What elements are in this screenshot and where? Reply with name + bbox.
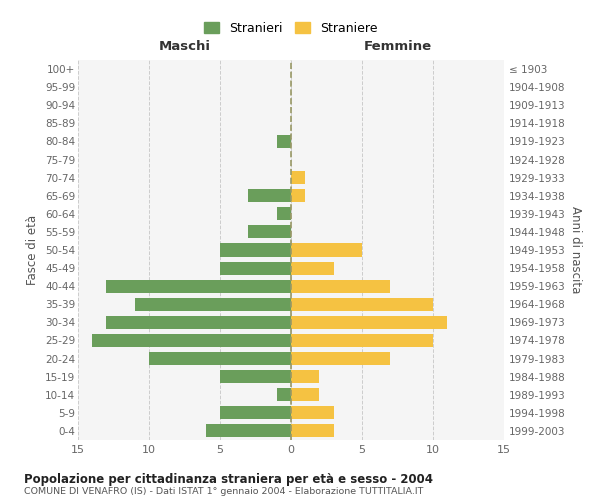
Bar — [291, 334, 433, 347]
Bar — [106, 316, 291, 329]
Bar — [291, 370, 319, 383]
Legend: Stranieri, Straniere: Stranieri, Straniere — [199, 17, 383, 40]
Bar — [291, 298, 433, 311]
Bar — [92, 334, 291, 347]
Y-axis label: Anni di nascita: Anni di nascita — [569, 206, 582, 294]
Bar — [277, 208, 291, 220]
Bar — [206, 424, 291, 438]
Bar — [291, 316, 447, 329]
Bar — [220, 244, 291, 256]
Bar — [291, 406, 334, 420]
Bar — [291, 189, 305, 202]
Bar — [291, 262, 334, 274]
Y-axis label: Fasce di età: Fasce di età — [26, 215, 40, 285]
Bar — [220, 262, 291, 274]
Text: Maschi: Maschi — [158, 40, 211, 53]
Text: COMUNE DI VENAFRO (IS) - Dati ISTAT 1° gennaio 2004 - Elaborazione TUTTITALIA.IT: COMUNE DI VENAFRO (IS) - Dati ISTAT 1° g… — [24, 488, 424, 496]
Bar — [106, 280, 291, 292]
Bar — [248, 226, 291, 238]
Text: Popolazione per cittadinanza straniera per età e sesso - 2004: Popolazione per cittadinanza straniera p… — [24, 472, 433, 486]
Bar — [277, 388, 291, 402]
Bar — [135, 298, 291, 311]
Bar — [291, 244, 362, 256]
Bar — [149, 352, 291, 365]
Bar — [248, 189, 291, 202]
Bar — [291, 171, 305, 184]
Bar — [220, 370, 291, 383]
Bar — [220, 406, 291, 420]
Bar — [291, 388, 319, 402]
Bar — [291, 352, 391, 365]
Bar — [277, 135, 291, 148]
Bar — [291, 280, 391, 292]
Text: Femmine: Femmine — [364, 40, 431, 53]
Bar — [291, 424, 334, 438]
